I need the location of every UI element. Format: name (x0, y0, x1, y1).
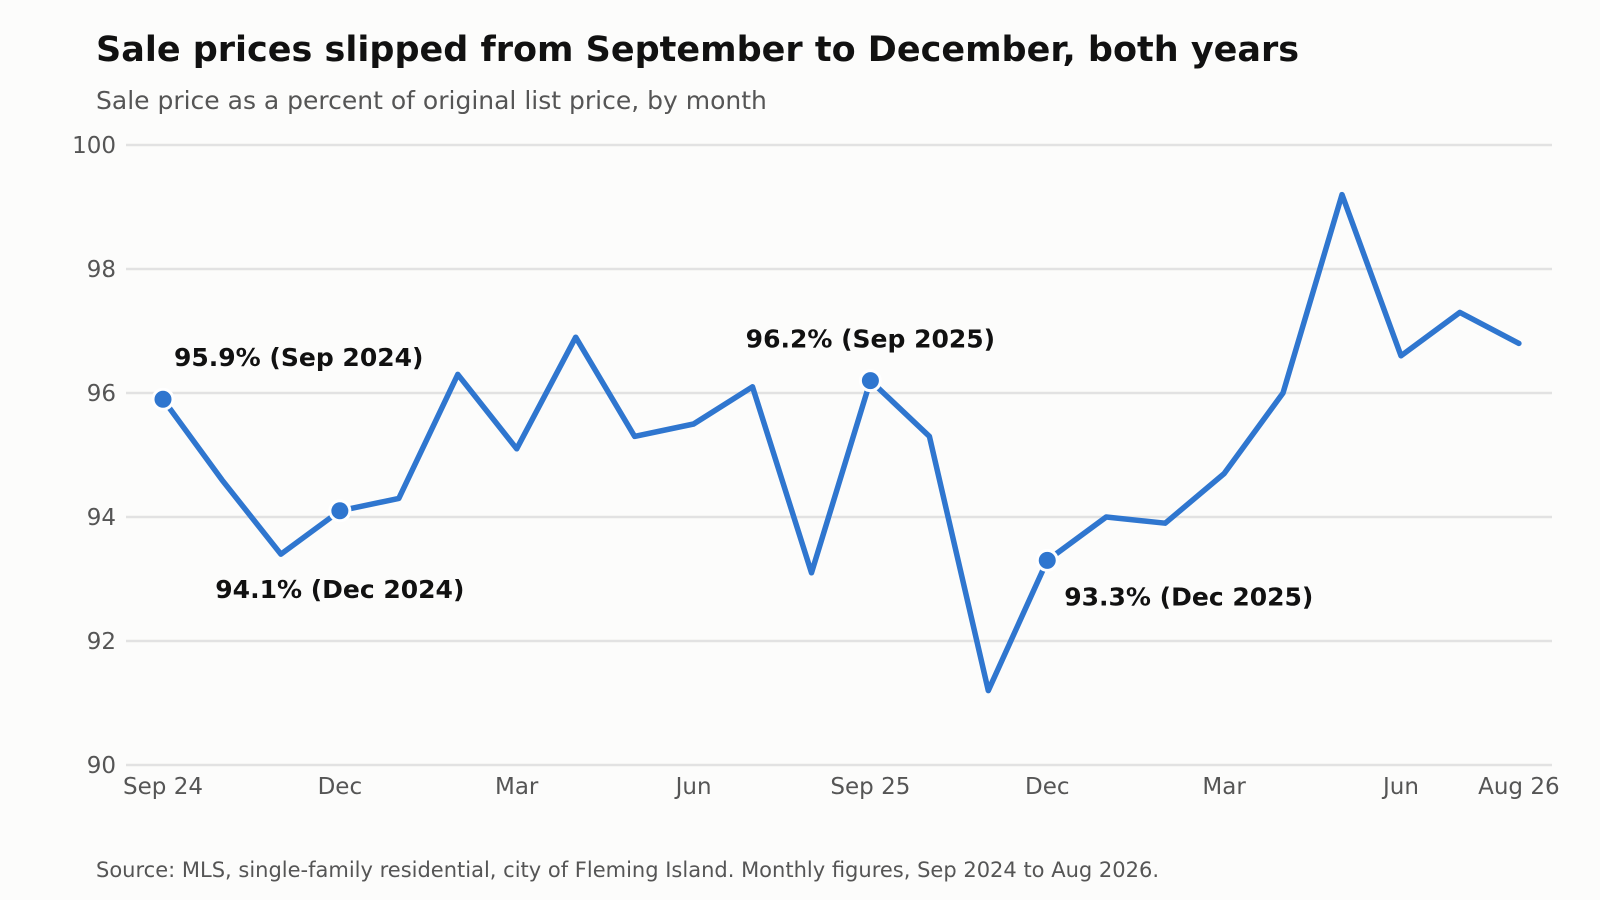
annotation-label: 93.3% (Dec 2025) (1064, 582, 1313, 611)
annotation-label: 95.9% (Sep 2024) (174, 343, 423, 372)
y-tick-label: 90 (87, 753, 116, 779)
chart-title: Sale prices slipped from September to De… (96, 30, 1300, 70)
annotation-label: 96.2% (Sep 2025) (746, 325, 995, 354)
source-note: Source: MLS, single-family residential, … (96, 858, 1160, 882)
highlight-point (1035, 548, 1059, 572)
y-tick-label: 96 (87, 381, 116, 407)
x-tick-label: Mar (1202, 774, 1246, 800)
x-tick-label: Jun (674, 774, 712, 800)
x-tick-label: Dec (1025, 774, 1070, 800)
y-tick-label: 92 (87, 629, 116, 655)
x-tick-label: Dec (318, 774, 363, 800)
series-line-0 (160, 191, 1522, 694)
x-tick-label: Sep 24 (123, 774, 203, 800)
y-tick-label: 98 (87, 257, 116, 283)
highlight-point (858, 369, 882, 393)
x-tick-label: Sep 25 (830, 774, 910, 800)
annotations: 95.9% (Sep 2024) 94.1% (Dec 2024) 96.2% (S… (174, 325, 1313, 612)
x-axis-ticks: Sep 24 Dec Mar Jun Sep 25 Dec Mar Jun Aug 26 (123, 774, 1560, 800)
x-tick-label: Mar (495, 774, 539, 800)
x-tick-label: Jun (1381, 774, 1419, 800)
x-tick-label: Aug 26 (1478, 774, 1560, 800)
series-line (160, 191, 1522, 694)
gridlines (126, 143, 1552, 767)
chart-subtitle: Sale price as a percent of original list… (96, 86, 767, 115)
y-tick-label: 100 (72, 133, 116, 159)
annotation-label: 94.1% (Dec 2024) (215, 575, 464, 604)
y-tick-label: 94 (87, 505, 116, 531)
highlight-point (151, 387, 175, 411)
highlight-point (328, 499, 352, 523)
y-axis-ticks: 90 92 94 96 98 100 (72, 133, 116, 779)
highlighted-points (151, 369, 1059, 572)
